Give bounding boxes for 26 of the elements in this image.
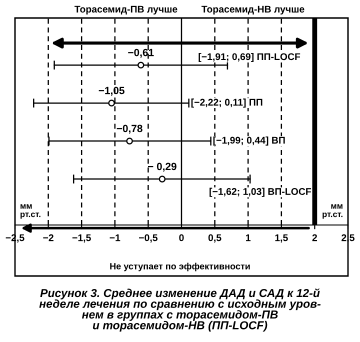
annotation: [−2,22; 0,11] ПП (191, 98, 262, 108)
x-tick-label: −1 (110, 234, 120, 242)
data-label: − 0,29 (148, 162, 176, 172)
text: Торасемид-ПВ лучше (74, 6, 178, 15)
annotation: [−1,99; 0,44] ВП (213, 136, 285, 146)
text: Не уступает по эффективности (110, 262, 250, 272)
annotation: мм рт.ст. (20, 204, 40, 219)
x-tick-label: 2 (312, 234, 318, 242)
point (137, 62, 144, 68)
x-tick-label: 1 (246, 234, 251, 242)
point (158, 176, 166, 182)
annotation: [−1,62; 1,03] ВП-LOCF (210, 188, 312, 197)
x-tick-label: −0,5 (139, 234, 158, 243)
x-tick-label: 1,5 (275, 234, 288, 243)
point (126, 138, 133, 144)
annotation: [−1,91; 0,69] ПП-LOCF (198, 52, 300, 62)
data-label: −0,78 (116, 124, 142, 134)
text: Торасемид-НВ лучше (202, 6, 304, 15)
annotation: мм рт.ст. (322, 204, 342, 219)
text: Рисунок 3. Среднее изменение ДАД и САД к 12-й неделе лечения по сравнению с исходным уров- нем в группах с торасемидом-ПВ и торасемидом-НВ (ПП-LOCF) (39, 288, 321, 332)
x-tick-label: −2 (43, 234, 54, 242)
data-label: −0,61 (128, 48, 154, 58)
x-tick-label: −1,5 (72, 234, 91, 243)
x-tick-label: 0,5 (208, 234, 222, 243)
x-tick-label: 0 (179, 234, 184, 242)
point (108, 100, 115, 106)
